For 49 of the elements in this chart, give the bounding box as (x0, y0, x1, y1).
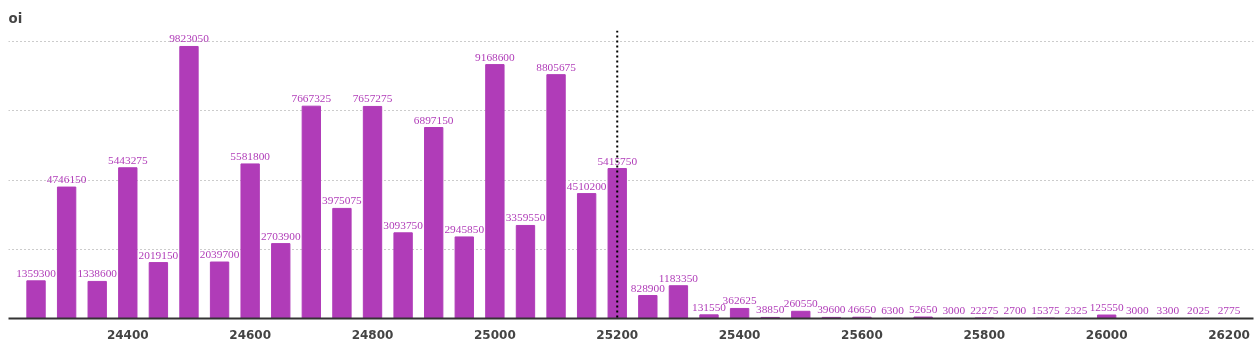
data-label: 1359300 (16, 266, 57, 279)
data-label: 260550 (783, 297, 819, 310)
data-label: 2775 (1217, 304, 1241, 317)
data-label: 9823050 (169, 32, 210, 45)
data-label: 8805675 (536, 60, 577, 73)
data-label: 2025 (1187, 304, 1211, 317)
data-label: 6897150 (413, 113, 454, 126)
data-label: 828900 (630, 281, 666, 294)
data-label: 2019150 (138, 248, 179, 261)
x-tick-label: 24400 (106, 327, 149, 342)
data-label: 125550 (1089, 301, 1124, 314)
data-label: 15375 (1031, 304, 1060, 317)
data-label: 3093750 (383, 218, 424, 231)
data-label: 3975075 (322, 194, 363, 207)
data-label: 2945850 (444, 222, 485, 235)
data-label: 2325 (1064, 304, 1088, 317)
data-label: 7657275 (352, 92, 393, 105)
x-tick-label: 25600 (841, 327, 883, 342)
data-label: 5443275 (107, 153, 148, 166)
data-label: 2703900 (260, 229, 301, 242)
data-label: 2700 (1003, 304, 1027, 317)
data-label: 1183350 (658, 271, 699, 284)
data-label: 4746150 (46, 173, 87, 186)
data-label: 38850 (756, 303, 785, 316)
x-tick-label: 25400 (718, 327, 761, 342)
data-label: 3300 (1156, 304, 1180, 317)
x-tick-label: 25200 (596, 327, 639, 342)
data-label: 2039700 (199, 248, 240, 261)
y-axis-title: oi (8, 10, 23, 26)
data-label: 3000 (942, 304, 966, 317)
x-tick-label: 26200 (1208, 327, 1250, 342)
x-tick-label: 25800 (963, 327, 1006, 342)
data-label: 39600 (817, 303, 846, 316)
x-tick-label: 24800 (351, 327, 394, 342)
x-tick-label: 25000 (474, 327, 516, 342)
data-label: 46650 (847, 303, 877, 316)
x-tick-label: 26000 (1085, 327, 1128, 342)
data-label: 3359550 (505, 211, 546, 224)
x-tick-label: 24600 (229, 327, 272, 342)
data-label: 6300 (881, 304, 905, 317)
data-label: 5581800 (230, 149, 271, 162)
data-label: 4510200 (566, 179, 607, 192)
data-label: 9168600 (475, 50, 516, 63)
data-label: 3000 (1125, 304, 1149, 317)
data-label: 22275 (970, 303, 999, 316)
data-label: 5415750 (597, 154, 638, 167)
data-label: 7667325 (291, 92, 332, 105)
data-label: 1338600 (77, 267, 118, 280)
data-label: 52650 (908, 303, 938, 316)
